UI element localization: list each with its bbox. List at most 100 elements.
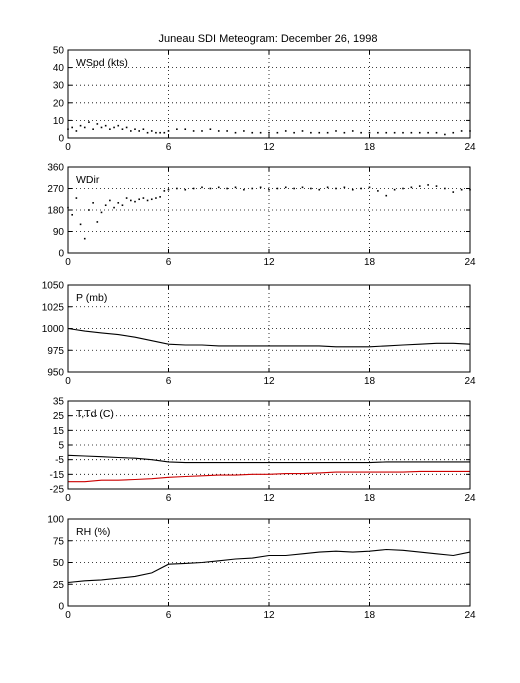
y-tick-label: -25 [50,485,65,496]
y-tick-label: 1025 [42,302,65,313]
data-point [251,131,254,134]
data-point [293,131,295,134]
x-tick-label: 6 [166,376,172,387]
data-point [393,188,396,191]
data-point [385,131,388,134]
x-tick-label: 24 [464,142,476,153]
data-point [104,124,107,127]
data-point [121,128,124,130]
data-point [83,237,86,240]
data-point [92,128,94,130]
y-tick-label: 1050 [42,281,65,292]
data-point [385,194,388,197]
data-point [351,130,354,132]
y-tick-label: 20 [53,98,65,109]
data-point [326,131,329,134]
data-point [444,187,446,190]
data-point [259,131,262,134]
data-point [343,131,346,134]
data-point [234,186,237,189]
data-point [96,221,99,223]
x-tick-label: 24 [464,257,476,268]
x-tick-label: 18 [364,493,376,504]
data-point [96,123,99,125]
data-point [159,196,161,198]
data-point [109,199,111,202]
y-tick-label: 950 [47,368,64,379]
data-point [109,128,111,130]
data-point [335,130,337,132]
y-tick-label: 50 [53,558,65,569]
y-tick-label: 15 [53,426,65,437]
data-point [410,131,413,134]
data-point [142,197,145,199]
panel-label: RH (%) [76,526,110,538]
series-line-1 [67,548,471,584]
x-tick-label: 6 [166,142,172,153]
data-point [184,188,187,191]
x-tick-label: 0 [65,610,71,621]
data-point [192,130,195,132]
y-tick-label: -5 [55,455,64,466]
data-point [159,131,161,134]
y-tick-label: 25 [53,580,65,591]
x-tick-label: 0 [65,257,71,268]
data-point [88,209,90,211]
data-point [402,131,404,134]
data-point [427,131,429,134]
x-tick-label: 0 [65,493,71,504]
data-point [410,186,413,189]
y-tick-label: 0 [58,249,64,260]
chart-panel-1: 0 6 12 18 24 0 10 20 30 40 50 WSpd (kts) [53,46,476,154]
data-point [226,130,228,132]
data-point [343,186,346,189]
data-point [150,130,153,132]
data-point [79,223,82,226]
data-point [318,188,321,191]
data-point [427,184,429,186]
data-point [155,131,157,134]
x-tick-label: 6 [166,493,172,504]
data-point [117,202,120,204]
data-point [75,130,78,132]
chart-panel-5: 0 6 12 18 24 0 25 50 75 100 RH (%) [47,515,476,622]
data-point [435,131,438,134]
chart-panel-4: 0 6 12 18 24 -25 -15 -5 5 15 25 35 T,Td (C) [50,397,476,505]
data-point [130,130,132,132]
y-tick-label: 100 [47,515,64,526]
y-tick-label: 75 [53,536,65,547]
panel-label: T,Td (C) [76,408,114,420]
data-point [117,124,120,127]
data-point [100,126,103,129]
x-tick-label: 18 [364,142,376,153]
data-point [146,199,149,202]
data-point [368,131,371,134]
data-point [452,191,455,193]
data-point [201,130,203,132]
data-point [301,130,304,132]
y-tick-label: 50 [53,46,65,57]
chart-panel-2: 0 6 12 18 24 0 90 180 270 360 WDir [47,163,476,269]
data-point [217,186,220,189]
data-point [284,186,287,189]
data-point [167,188,170,191]
y-tick-label: 180 [47,206,64,217]
panel-label: P (mb) [76,292,107,304]
x-tick-label: 0 [65,142,71,153]
data-point [79,124,82,127]
data-point [209,128,212,130]
x-tick-label: 18 [364,610,376,621]
data-point [360,131,362,134]
data-point [452,131,455,134]
data-point [100,211,103,214]
data-point [243,188,245,191]
y-tick-label: 360 [47,163,64,174]
data-point [113,206,115,209]
data-point [176,128,178,130]
y-tick-label: 30 [53,81,65,92]
panel-label: WDir [76,174,100,186]
data-point [75,197,78,199]
data-point [83,126,86,129]
data-point [377,190,379,192]
x-tick-label: 6 [166,257,172,268]
